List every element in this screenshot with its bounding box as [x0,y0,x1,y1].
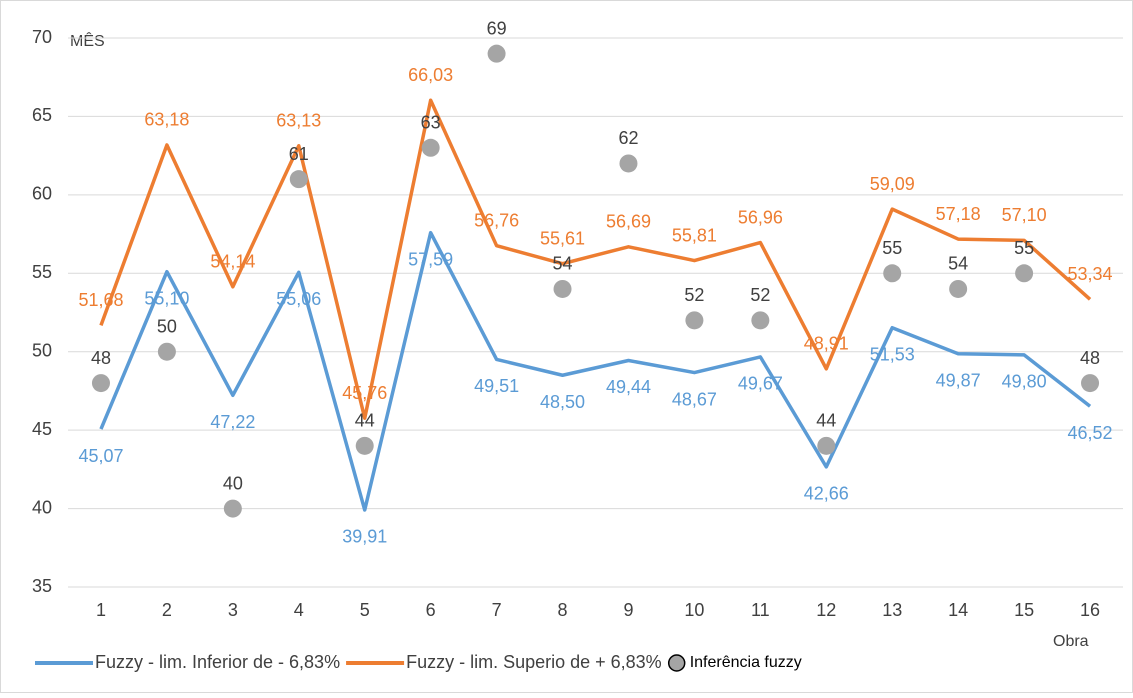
x-tick-label: 7 [492,600,502,620]
x-tick-label: 10 [684,600,704,620]
series-line [99,230,1092,512]
data-label: 49,44 [606,377,651,397]
data-label: 46,52 [1068,423,1113,443]
data-label: 63,18 [144,110,189,130]
point [619,154,638,173]
data-label: 69 [487,18,507,38]
legend-swatch [667,654,686,672]
data-label: 45,76 [342,383,387,403]
data-label: 52 [684,285,704,305]
point [1081,374,1100,393]
point [289,170,308,189]
data-label: 57,10 [1002,205,1047,225]
data-label: 62 [618,128,638,148]
point [751,311,770,330]
data-label: 49,67 [738,374,783,394]
y-tick-label: 55 [32,262,52,282]
point [223,499,242,518]
data-label: 51,53 [870,344,915,364]
y-tick-label: 45 [32,419,52,439]
data-label: 63,13 [276,111,321,131]
data-label: 54,14 [210,252,255,272]
point [157,342,176,361]
x-tick-label: 2 [162,600,172,620]
x-tick-label: 13 [882,600,902,620]
data-label: 56,96 [738,207,783,227]
point [817,436,836,455]
data-label: 48 [1080,348,1100,368]
data-label: 56,76 [474,210,519,230]
x-tick-label: 6 [426,600,436,620]
x-tick-label: 8 [558,600,568,620]
y-tick-label: 65 [32,105,52,125]
data-label: 51,68 [78,290,123,310]
x-tick-label: 3 [228,600,238,620]
point [487,44,506,63]
y-tick-label: 60 [32,184,52,204]
data-label: 53,34 [1068,264,1113,284]
point [685,311,704,330]
data-label: 59,09 [870,174,915,194]
data-label: 55 [1014,238,1034,258]
point [421,138,440,157]
y-tick-label: 70 [32,27,52,47]
x-tick-label: 16 [1080,600,1100,620]
data-label: 45,07 [78,446,123,466]
series-line [99,98,1092,420]
data-label: 57,18 [936,204,981,224]
point [553,279,572,298]
data-label: 54 [553,254,573,274]
data-label: 40 [223,473,243,493]
x-tick-label: 11 [751,600,770,620]
data-label: 39,91 [342,527,387,547]
data-label: 55 [882,238,902,258]
point [355,436,374,455]
x-tick-label: 4 [294,600,304,620]
data-label: 47,22 [210,412,255,432]
data-label: 66,03 [408,65,453,85]
x-tick-label: 1 [96,600,106,620]
point [1015,264,1034,283]
x-tick-label: 14 [948,600,968,620]
x-tick-label: 5 [360,600,370,620]
legend-label: Fuzzy - lim. Inferior de - 6,83% [95,652,340,672]
data-label: 48,67 [672,389,717,409]
data-label: 55,61 [540,228,585,248]
legend-label: Fuzzy - lim. Superio de + 6,83% [406,652,662,672]
data-label: 61 [289,144,309,164]
data-label: 44 [355,411,375,431]
x-tick-label: 15 [1014,600,1034,620]
y-tick-label: 40 [32,497,52,517]
data-label: 50 [157,316,177,336]
point [883,264,902,283]
data-label: 48,50 [540,392,585,412]
data-label: 55,81 [672,225,717,245]
data-label: 52 [750,285,770,305]
point [91,374,110,393]
data-label: 44 [816,411,836,431]
data-label: 54 [948,254,968,274]
x-tick-label: 12 [816,600,836,620]
data-label: 48,91 [804,334,849,354]
x-axis-label: Obra [1053,633,1089,650]
data-label: 55,06 [276,289,321,309]
data-label: 63 [421,113,441,133]
y-tick-label: 35 [32,576,52,596]
x-tick-label: 9 [623,600,633,620]
data-label: 49,87 [936,371,981,391]
data-label: 57,59 [408,249,453,269]
y-tick-label: 50 [32,340,52,360]
y-axis-label: MÊS [70,31,105,50]
data-label: 48 [91,348,111,368]
data-label: 42,66 [804,484,849,504]
data-label: 49,51 [474,376,519,396]
point [949,279,968,298]
data-label: 49,80 [1002,372,1047,392]
data-label: 56,69 [606,212,651,232]
legend-label: Inferência fuzzy [690,654,802,671]
data-label: 55,10 [144,288,189,308]
